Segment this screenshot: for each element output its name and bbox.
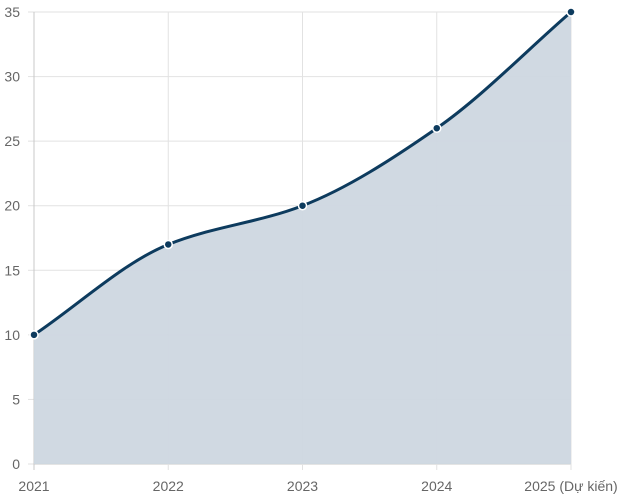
area-fill [34, 12, 571, 464]
y-tick-label: 25 [4, 133, 20, 149]
data-point-2023[interactable] [297, 200, 308, 211]
y-tick-label: 10 [4, 327, 20, 343]
area-fill-layer [34, 12, 571, 464]
x-tick-label: 2021 [18, 478, 49, 494]
data-point-2025 (Dự kiến)[interactable] [566, 7, 576, 17]
y-tick-label: 30 [4, 69, 20, 85]
data-point-2021[interactable] [29, 330, 39, 340]
data-point-2024[interactable] [432, 123, 442, 133]
x-tick-label: 2025 (Dự kiến) [524, 478, 617, 494]
x-tick-label: 2022 [153, 478, 184, 494]
y-tick-label: 5 [12, 391, 20, 407]
tick-labels: 0 5 10 15 20 25 30 35 2021 2022 2023 2024 2025 (Dự k… [4, 4, 617, 494]
y-tick-label: 35 [4, 4, 20, 20]
data-points [29, 7, 576, 340]
y-tick-label: 20 [4, 198, 20, 214]
y-tick-label: 0 [12, 456, 20, 472]
data-point-2022[interactable] [163, 239, 173, 250]
y-tick-label: 15 [4, 262, 20, 278]
x-tick-label: 2023 [287, 478, 318, 494]
x-tick-label: 2024 [421, 478, 452, 494]
